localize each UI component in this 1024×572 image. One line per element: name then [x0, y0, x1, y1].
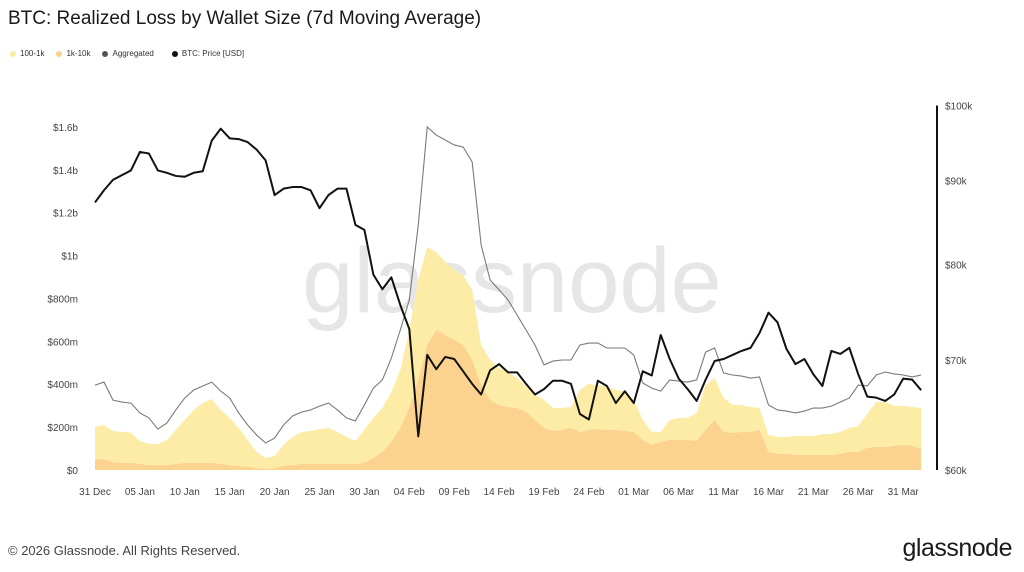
- legend-item-100-1k[interactable]: 100-1k: [10, 49, 44, 58]
- x-tick-label: 10 Jan: [170, 487, 200, 498]
- chart-title: BTC: Realized Loss by Wallet Size (7d Mo…: [8, 8, 482, 29]
- area-100-1k: [95, 247, 922, 469]
- x-tick-label: 11 Mar: [708, 487, 739, 498]
- line-aggregated: [94, 125, 922, 444]
- x-tick-label: 19 Feb: [528, 487, 560, 498]
- copyright: © 2026 Glassnode. All Rights Reserved.: [8, 543, 241, 558]
- y-right-tick-label: $80k: [945, 261, 968, 272]
- y-left-tick-label: $400m: [47, 380, 78, 391]
- x-tick-label: 05 Jan: [125, 487, 155, 498]
- y-left-tick-label: $1.4b: [53, 166, 78, 177]
- x-tick-label: 31 Mar: [888, 487, 920, 498]
- x-tick-label: 01 Mar: [618, 487, 650, 498]
- area-1k-10k: [95, 329, 922, 470]
- legend-label: 1k-10k: [66, 49, 91, 58]
- x-tick-label: 09 Feb: [439, 487, 471, 498]
- y-left-tick-label: $600m: [47, 337, 78, 348]
- x-tick-label: 20 Jan: [260, 487, 290, 498]
- x-tick-label: 24 Feb: [573, 487, 605, 498]
- y-left-tick-label: $1.2b: [53, 209, 78, 220]
- x-tick-label: 16 Mar: [753, 487, 785, 498]
- legend-swatch-btc-price: [171, 50, 178, 57]
- legend-swatch-aggregated: [102, 50, 109, 57]
- y-left-tick-label: $1.6b: [53, 123, 78, 134]
- y-right-tick-label: $60k: [945, 466, 968, 477]
- y-right-tick-label: $70k: [945, 356, 968, 367]
- glassnode-logo: glassnode: [902, 534, 1013, 562]
- legend-label: 100-1k: [20, 49, 45, 58]
- legend-label: Aggregated: [112, 49, 154, 58]
- legend-swatch-100-1k: [10, 50, 16, 57]
- x-tick-label: 15 Jan: [215, 487, 245, 498]
- y-right-tick-label: $100k: [945, 102, 973, 113]
- x-tick-label: 21 Mar: [798, 487, 830, 498]
- x-tick-label: 30 Jan: [349, 487, 379, 498]
- y-left-tick-label: $200m: [47, 423, 78, 434]
- legend-item-1k-10k[interactable]: 1k-10k: [56, 49, 90, 58]
- x-tick-label: 26 Mar: [843, 487, 875, 498]
- legend-label: BTC: Price [USD]: [181, 49, 245, 58]
- legend: 100-1k 1k-10k Aggregated BTC: Price [USD…: [10, 49, 244, 58]
- y-left-tick-label: $800m: [47, 294, 78, 305]
- y-right-tick-label: $90k: [945, 177, 968, 188]
- line-btc-price: [94, 127, 922, 438]
- legend-item-aggregated[interactable]: Aggregated: [102, 49, 154, 58]
- y-left-tick-label: $0: [67, 466, 79, 477]
- legend-swatch-1k-10k: [56, 50, 63, 57]
- legend-item-btc-price[interactable]: BTC: Price [USD]: [171, 49, 245, 58]
- x-tick-label: 25 Jan: [304, 487, 334, 498]
- x-tick-label: 06 Mar: [663, 487, 695, 498]
- x-tick-label: 31 Dec: [79, 487, 111, 498]
- x-tick-label: 14 Feb: [484, 487, 516, 498]
- y-left-tick-label: $1b: [61, 252, 78, 263]
- watermark: glassnode: [302, 230, 721, 332]
- x-tick-label: 04 Feb: [394, 487, 426, 498]
